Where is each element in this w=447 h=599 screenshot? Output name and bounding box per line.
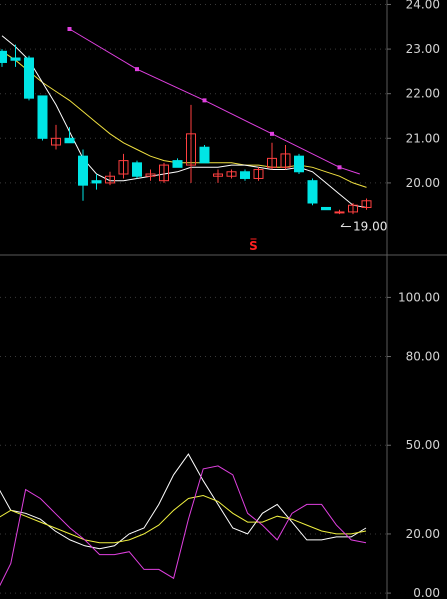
candle xyxy=(348,203,358,215)
ma-long-marker xyxy=(135,67,139,72)
candle xyxy=(10,44,21,67)
candle-body xyxy=(226,171,237,177)
candle-body xyxy=(105,175,115,184)
candle xyxy=(213,169,223,183)
candle-body xyxy=(334,211,345,214)
candle xyxy=(334,209,345,215)
sell-signal-label: S xyxy=(249,239,258,253)
indicator-tick-label: 0.00 xyxy=(413,586,440,599)
candle-body xyxy=(0,50,7,63)
price-tick-label: 24.00 xyxy=(406,0,440,11)
candle-body xyxy=(91,180,102,184)
low-price-label: 19.00 xyxy=(353,220,387,234)
candle-body xyxy=(213,173,223,177)
candle-body xyxy=(253,169,264,179)
candle xyxy=(294,153,304,174)
candle xyxy=(199,145,210,164)
candle xyxy=(145,169,156,181)
candle xyxy=(159,162,169,183)
candle xyxy=(51,124,61,150)
ma-short-line xyxy=(1,35,367,208)
price-tick-label: 22.00 xyxy=(406,87,440,101)
indicator-panel: 100.00 80.00 50.00 20.00 0.00 xyxy=(0,290,440,599)
candle-body xyxy=(294,155,304,173)
candle xyxy=(280,145,291,170)
candle xyxy=(132,160,142,179)
candle xyxy=(64,127,75,144)
low-arrow-head xyxy=(340,223,345,227)
candle-body xyxy=(199,146,210,164)
candle xyxy=(0,49,7,67)
candle xyxy=(186,104,196,183)
ma-long-line xyxy=(69,28,360,175)
indicator-line-white xyxy=(0,453,367,550)
candle-body xyxy=(64,137,75,144)
ma-mid-line xyxy=(1,50,367,188)
ma-long-marker xyxy=(67,27,72,31)
indicator-tick-label: 50.00 xyxy=(406,438,440,452)
candle-body xyxy=(307,180,318,204)
candle xyxy=(240,169,250,181)
candle xyxy=(172,158,183,168)
candle xyxy=(78,149,88,201)
price-tick-label: 23.00 xyxy=(406,42,440,56)
ma-long-marker xyxy=(270,131,274,136)
indicator-tick-label: 80.00 xyxy=(406,350,440,364)
candle-body xyxy=(132,162,142,177)
candle-body xyxy=(280,153,291,168)
candle xyxy=(253,167,264,181)
candle-body xyxy=(267,157,277,168)
candle-body xyxy=(78,155,88,186)
indicator-tick-label: 20.00 xyxy=(406,527,440,541)
price-tick-label: 21.00 xyxy=(406,131,440,145)
candle-body xyxy=(321,206,331,211)
candle xyxy=(118,153,129,179)
candle xyxy=(267,142,277,170)
candle-body xyxy=(51,137,61,146)
ma-long-marker xyxy=(337,165,342,170)
candle xyxy=(226,169,237,179)
candle-body xyxy=(172,160,183,168)
candle xyxy=(37,95,48,141)
candle xyxy=(105,171,115,186)
candle-body xyxy=(348,204,358,213)
candle-body xyxy=(24,57,34,99)
candle-body xyxy=(145,173,156,177)
candle-body xyxy=(240,171,250,179)
ma-long-marker xyxy=(202,98,207,103)
candle-body xyxy=(361,200,372,208)
indicator-line-yellow xyxy=(0,494,367,544)
indicator-line-magenta xyxy=(0,465,367,587)
candle-body xyxy=(159,164,169,182)
candle-body xyxy=(118,160,129,175)
indicator-tick-label: 100.00 xyxy=(398,290,440,304)
candle xyxy=(24,55,34,101)
candle xyxy=(307,178,318,206)
candle xyxy=(91,174,102,190)
candle-body xyxy=(37,95,48,139)
candle-body xyxy=(186,133,196,166)
candle xyxy=(321,206,331,211)
candle-body xyxy=(10,57,21,61)
candle xyxy=(361,198,372,210)
price-tick-label: 20.00 xyxy=(406,176,440,190)
